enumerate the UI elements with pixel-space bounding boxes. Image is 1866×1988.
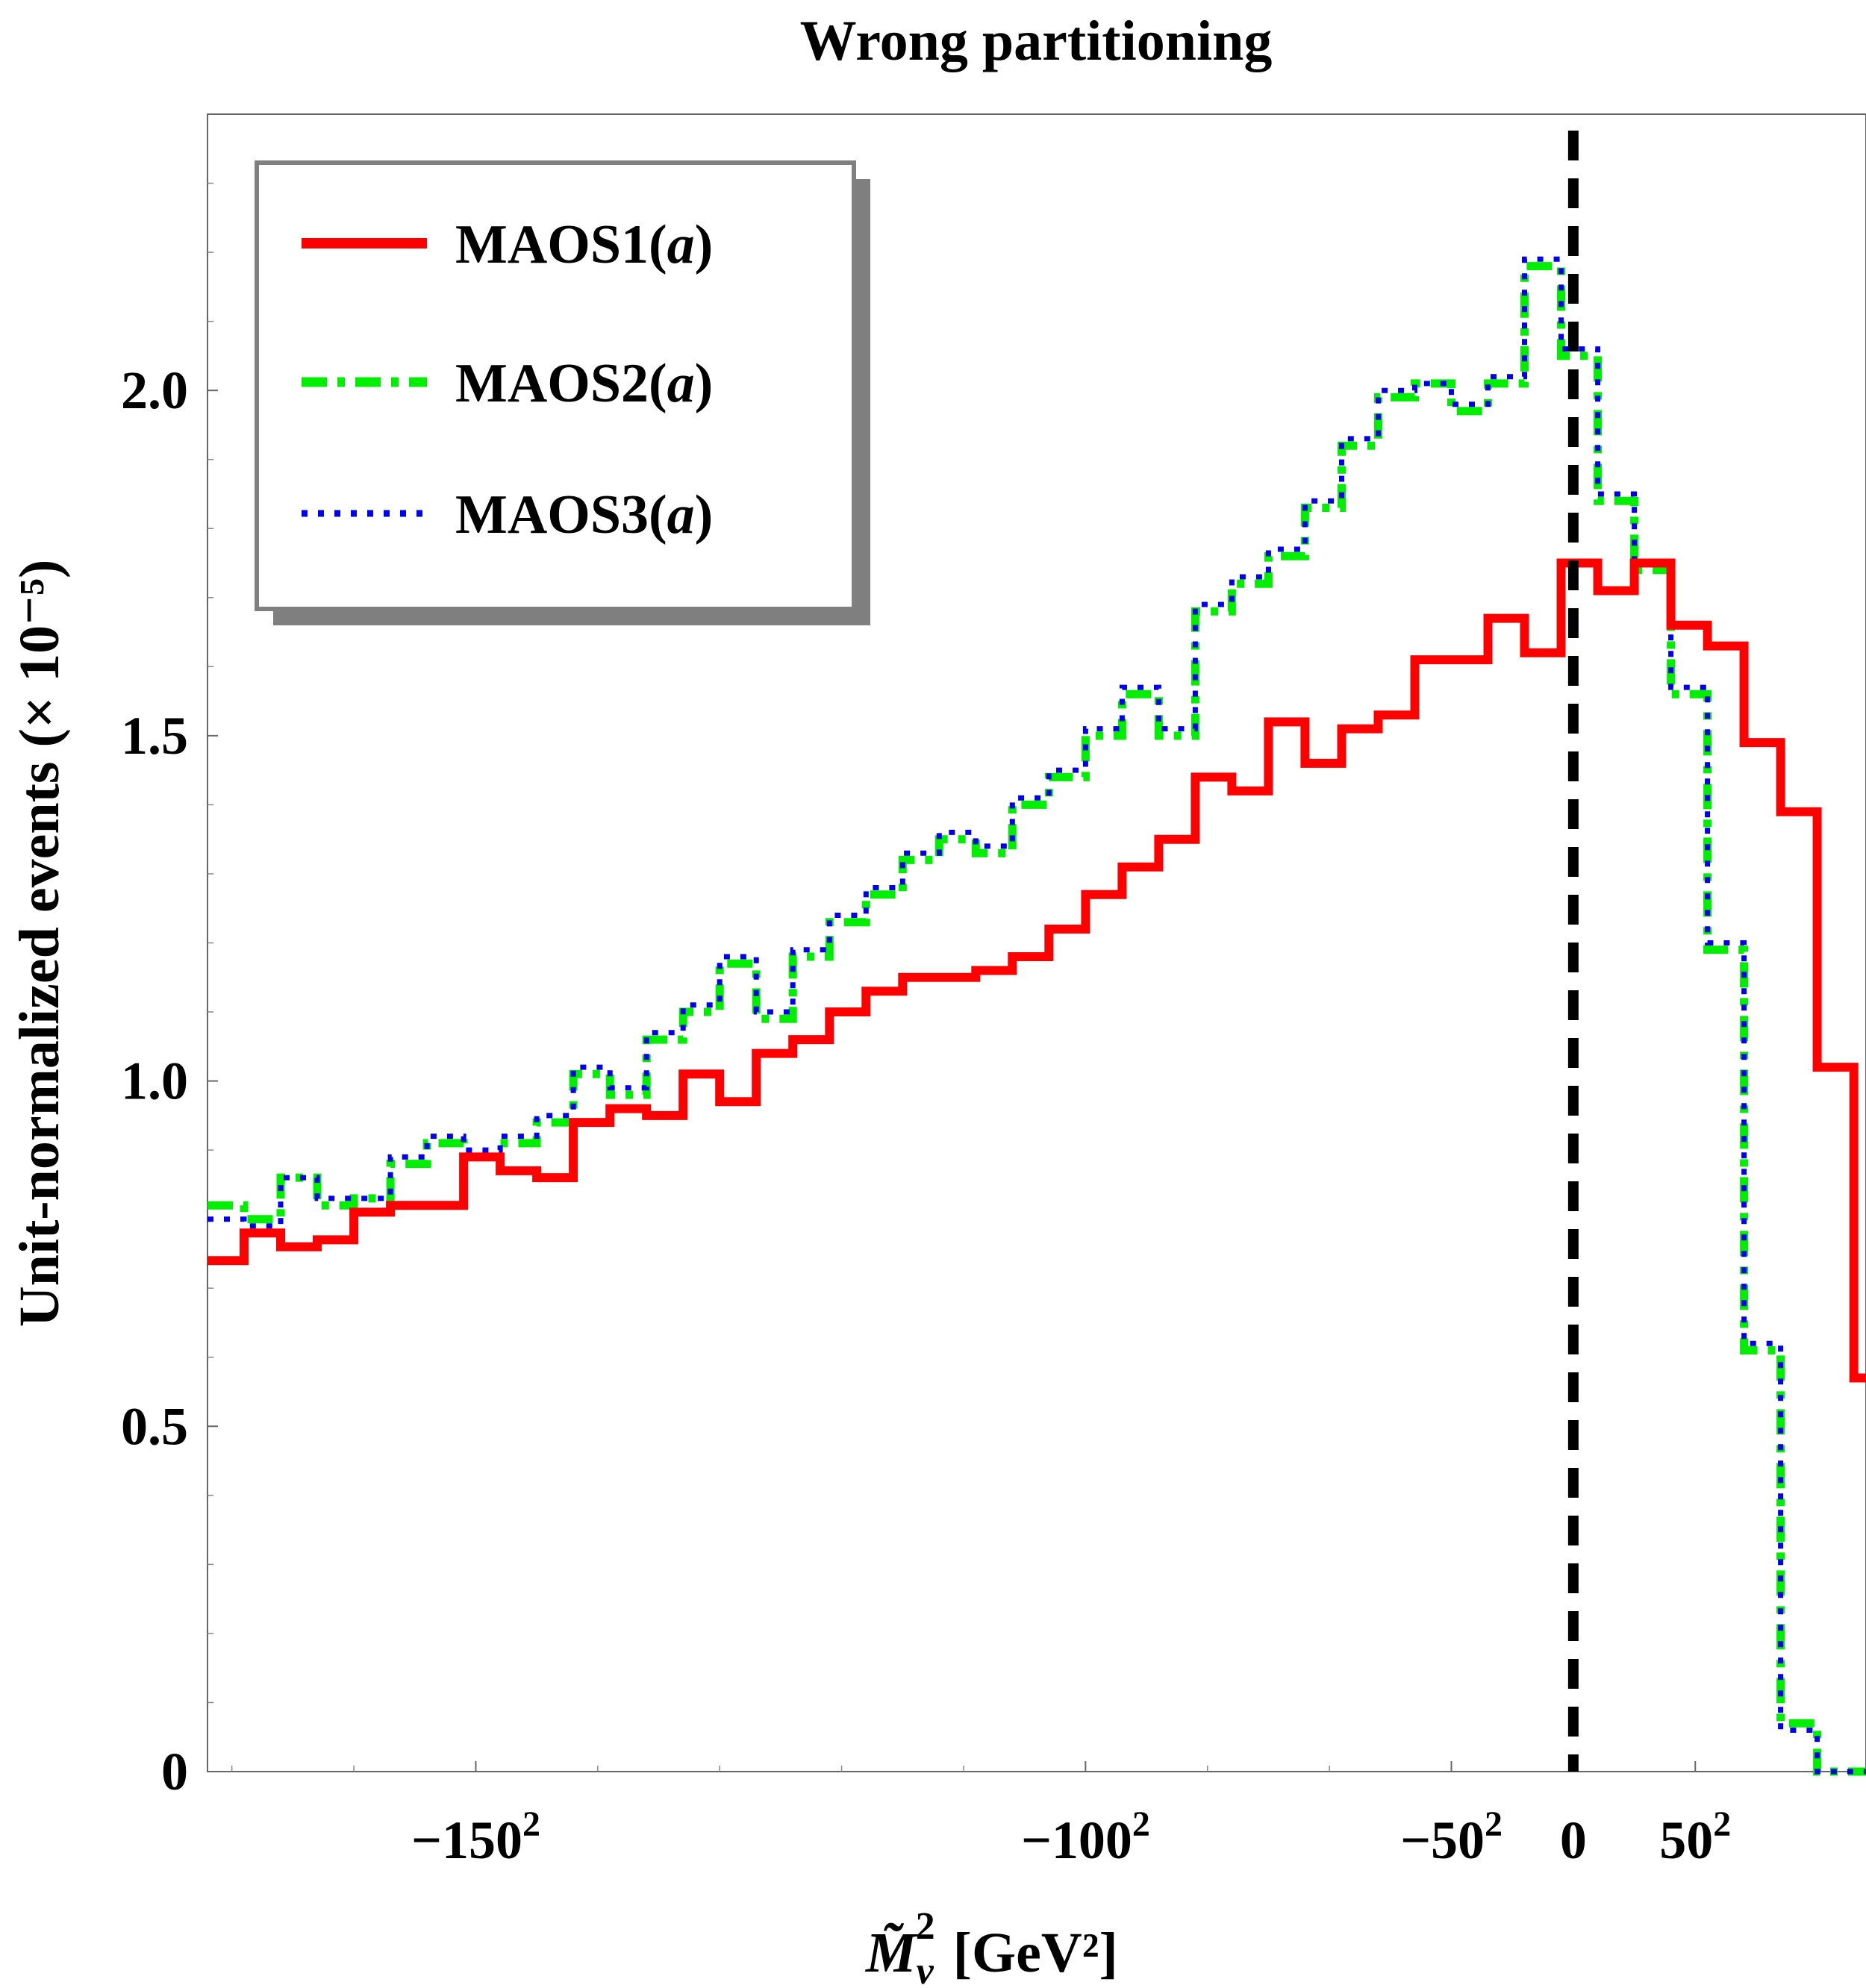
x-axis-symbol-subscript: ν <box>917 1950 934 1988</box>
legend-label-maos3: MAOS3(a) <box>455 484 713 546</box>
legend-paren-close: ) <box>695 214 714 275</box>
x-tick-label: −1502 <box>411 1804 540 1870</box>
y-axis-label: Unit-normalized events (× 10⁻⁵) <box>8 560 71 1328</box>
legend-paren-open: ( <box>649 484 667 546</box>
y-axis: 0 0.5 1.0 1.5 2.0 <box>121 182 218 1801</box>
x-axis-label: M̃ν2 [GeV²] <box>865 1905 1118 1988</box>
legend-series-name: MAOS2 <box>455 353 649 414</box>
x-tick-label: 0 <box>1560 1810 1587 1870</box>
legend-series-arg: a <box>667 353 695 414</box>
chart-title: Wrong partitioning <box>800 10 1273 72</box>
x-tick-label: −1002 <box>1021 1804 1150 1870</box>
legend-paren-open: ( <box>649 214 667 275</box>
x-tick-base: −100 <box>1021 1810 1132 1870</box>
x-axis-symbol: M̃ <box>865 1922 918 1984</box>
x-tick-exponent: 2 <box>1132 1804 1150 1844</box>
legend-paren-open: ( <box>649 353 667 414</box>
x-tick-base: −150 <box>411 1810 522 1870</box>
legend-series-name: MAOS3 <box>455 484 649 546</box>
legend-paren-close: ) <box>695 484 714 546</box>
y-tick-label: 2.0 <box>121 360 188 420</box>
legend-label-maos1: MAOS1(a) <box>455 214 713 275</box>
x-tick-exponent: 2 <box>522 1804 540 1844</box>
x-tick-base: −50 <box>1400 1810 1485 1870</box>
x-axis-units: [GeV²] <box>953 1922 1118 1984</box>
series-layer <box>207 256 1866 1776</box>
x-tick-exponent: 2 <box>1713 1804 1731 1844</box>
x-tick-base: 0 <box>1560 1810 1587 1870</box>
legend: MAOS1(a)MAOS2(a)MAOS3(a) <box>255 160 870 625</box>
x-tick-label: 502 <box>1659 1804 1731 1870</box>
y-tick-label: 0 <box>161 1742 188 1801</box>
x-tick-base: 50 <box>1659 1810 1713 1870</box>
x-axis-symbol-superscript: 2 <box>916 1905 935 1948</box>
x-tick-label: −502 <box>1400 1804 1503 1870</box>
legend-series-arg: a <box>667 214 695 275</box>
y-tick-label: 1.5 <box>121 706 188 766</box>
series-maos1 <box>207 558 1866 1383</box>
x-axis: −1502 −1002 −502 0 502 <box>231 1761 1818 1870</box>
legend-box <box>255 160 856 611</box>
x-tick-exponent: 2 <box>1485 1804 1503 1844</box>
legend-label-maos2: MAOS2(a) <box>455 353 713 414</box>
y-tick-label: 1.0 <box>121 1051 188 1111</box>
legend-series-name: MAOS1 <box>455 214 649 275</box>
legend-paren-close: ) <box>695 353 714 414</box>
y-tick-label: 0.5 <box>121 1396 188 1456</box>
legend-series-arg: a <box>667 484 695 546</box>
